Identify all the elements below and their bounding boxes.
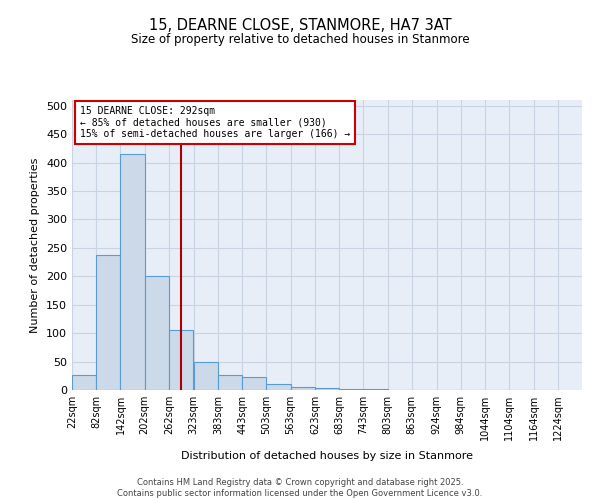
- Bar: [121, 154, 145, 390]
- Bar: [290, 387, 315, 390]
- Text: 15, DEARNE CLOSE, STANMORE, HA7 3AT: 15, DEARNE CLOSE, STANMORE, HA7 3AT: [149, 18, 451, 32]
- Text: Contains HM Land Registry data © Crown copyright and database right 2025.
Contai: Contains HM Land Registry data © Crown c…: [118, 478, 482, 498]
- Text: Size of property relative to detached houses in Stanmore: Size of property relative to detached ho…: [131, 32, 469, 46]
- Text: 15 DEARNE CLOSE: 292sqm
← 85% of detached houses are smaller (930)
15% of semi-d: 15 DEARNE CLOSE: 292sqm ← 85% of detache…: [80, 106, 350, 139]
- Bar: [72, 374, 96, 390]
- Bar: [169, 330, 193, 390]
- Bar: [194, 362, 218, 390]
- X-axis label: Distribution of detached houses by size in Stanmore: Distribution of detached houses by size …: [181, 452, 473, 462]
- Bar: [218, 374, 242, 390]
- Bar: [242, 378, 266, 390]
- Y-axis label: Number of detached properties: Number of detached properties: [31, 158, 40, 332]
- Bar: [96, 255, 121, 390]
- Bar: [315, 388, 339, 390]
- Bar: [145, 276, 169, 390]
- Bar: [266, 384, 290, 390]
